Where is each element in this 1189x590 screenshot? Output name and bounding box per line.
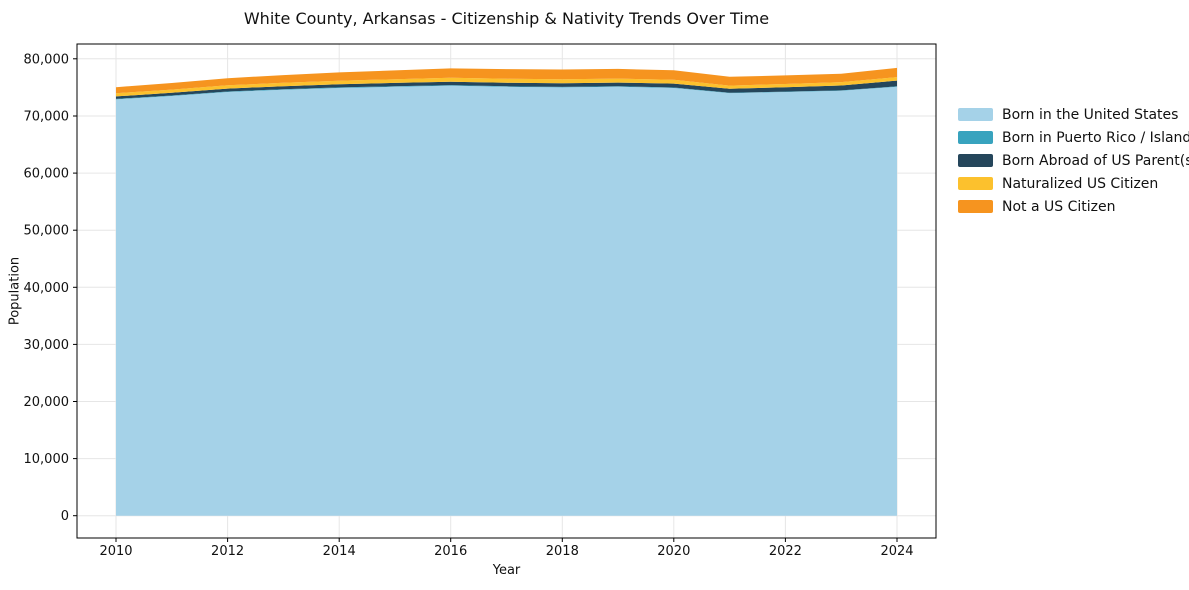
legend-label-naturalized-us-citizen: Naturalized US Citizen [1002, 175, 1159, 192]
y-tick-label-30000: 30,000 [24, 338, 70, 353]
area-born-in-the-united-states [116, 85, 897, 516]
area-not-a-us-citizen [116, 67, 897, 94]
x-tick-label-2010: 2010 [99, 544, 132, 559]
x-tick-label-2016: 2016 [434, 544, 467, 559]
legend-item-born-abroad-of-us-parent-s: Born Abroad of US Parent(s) [958, 152, 1189, 169]
x-axis-label: Year [492, 563, 521, 578]
axes-spines [76, 43, 937, 539]
x-tick-label-2024: 2024 [880, 544, 913, 559]
legend-item-not-a-us-citizen: Not a US Citizen [958, 198, 1189, 215]
legend-item-naturalized-us-citizen: Naturalized US Citizen [958, 175, 1189, 192]
legend-swatch-born-in-the-united-states [958, 108, 993, 121]
area-naturalized-us-citizen [116, 77, 897, 97]
legend-swatch-naturalized-us-citizen [958, 177, 993, 190]
legend-label-born-in-the-united-states: Born in the United States [1002, 106, 1179, 123]
legend-label-born-in-puerto-rico-islands: Born in Puerto Rico / Islands [1002, 129, 1189, 146]
legend-item-born-in-puerto-rico-islands: Born in Puerto Rico / Islands [958, 129, 1189, 146]
y-tick-label-10000: 10,000 [24, 452, 70, 467]
y-tick-label-0: 0 [61, 509, 69, 524]
y-tick-label-40000: 40,000 [24, 281, 70, 296]
y-tick-label-80000: 80,000 [24, 52, 70, 67]
legend-swatch-born-in-puerto-rico-islands [958, 131, 993, 144]
legend-swatch-not-a-us-citizen [958, 200, 993, 213]
x-tick-label-2022: 2022 [769, 544, 802, 559]
chart-title: White County, Arkansas - Citizenship & N… [243, 9, 770, 28]
x-tick-label-2012: 2012 [211, 544, 244, 559]
y-tick-label-60000: 60,000 [24, 167, 70, 182]
y-tick-label-20000: 20,000 [24, 395, 70, 410]
x-tick-label-2018: 2018 [546, 544, 579, 559]
area-born-in-puerto-rico-islands [116, 85, 897, 100]
legend: Born in the United States Born in Puerto … [958, 106, 1189, 221]
legend-swatch-born-abroad-of-us-parent-s [958, 154, 993, 167]
y-axis-label: Population [7, 256, 23, 326]
legend-item-born-in-the-united-states: Born in the United States [958, 106, 1189, 123]
area-born-abroad-of-us-parent-s [116, 80, 897, 99]
y-tick-label-50000: 50,000 [24, 224, 70, 239]
x-tick-label-2014: 2014 [323, 544, 356, 559]
legend-label-born-abroad-of-us-parent-s: Born Abroad of US Parent(s) [1002, 152, 1189, 169]
x-tick-label-2020: 2020 [657, 544, 690, 559]
y-tick-label-70000: 70,000 [24, 110, 70, 125]
legend-label-not-a-us-citizen: Not a US Citizen [1002, 198, 1116, 215]
